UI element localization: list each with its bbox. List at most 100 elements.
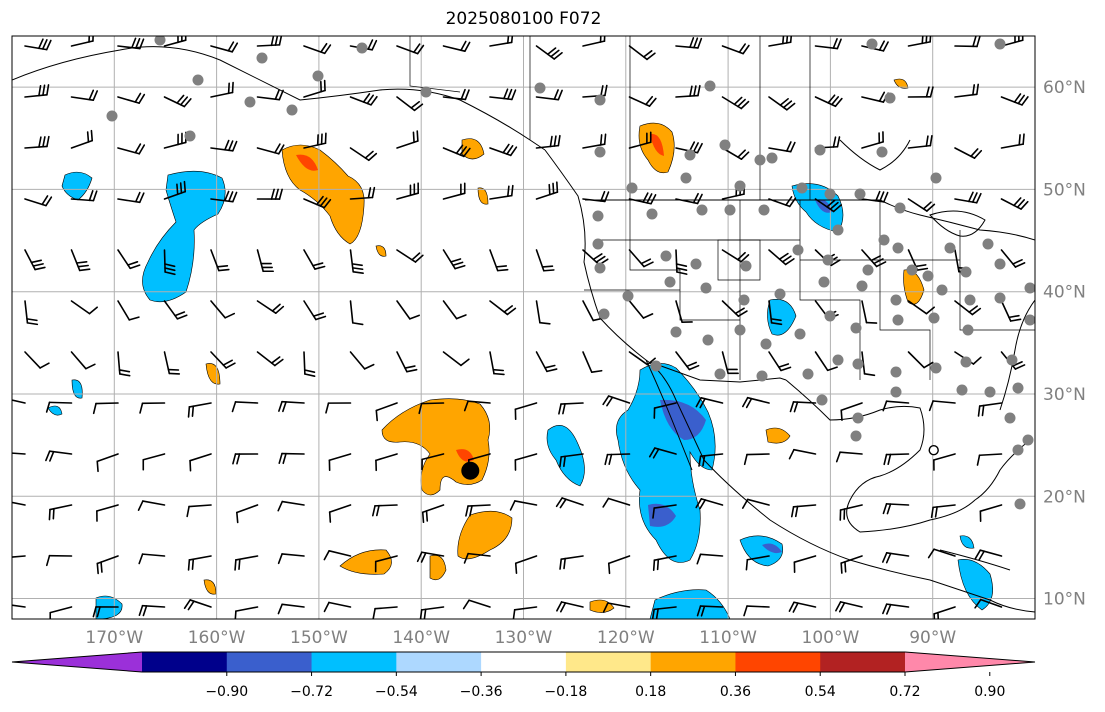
station-dot xyxy=(756,370,768,382)
wind-barb xyxy=(278,400,305,413)
shade-blue-region xyxy=(660,399,706,440)
wind-barb xyxy=(24,195,53,207)
wind-barb xyxy=(210,300,236,319)
longitude-label: 150°W xyxy=(290,628,348,648)
station-dot xyxy=(862,264,874,276)
colorbar-tick-label: 0.36 xyxy=(720,684,751,700)
wind-barb xyxy=(954,83,980,98)
station-dot xyxy=(670,326,682,338)
colorbar-segment xyxy=(396,652,482,672)
wind-barb xyxy=(675,192,703,205)
wind-barb xyxy=(372,606,398,619)
wind-barbs xyxy=(12,36,1029,619)
wind-barb xyxy=(396,43,425,55)
open-location-marker xyxy=(928,445,939,456)
station-dot xyxy=(890,294,902,306)
colorbar-tick-label: 0.18 xyxy=(635,684,666,700)
station-dot xyxy=(814,144,826,156)
station-dot xyxy=(244,96,256,108)
wind-barb xyxy=(907,351,934,369)
wind-barb xyxy=(328,504,352,523)
wind-barb xyxy=(628,300,654,319)
station-dot xyxy=(719,139,731,151)
wind-barb xyxy=(489,351,505,376)
north-america-west-coast xyxy=(544,149,1035,613)
wind-barb xyxy=(396,300,420,320)
wind-barb xyxy=(695,498,724,510)
station-dot xyxy=(1022,434,1034,446)
station-dot xyxy=(850,322,862,334)
wind-barb xyxy=(24,135,50,149)
wind-barb xyxy=(628,351,656,366)
shade-orange-region xyxy=(375,245,387,257)
colorbar-segment xyxy=(650,652,736,672)
wind-barb xyxy=(187,555,212,571)
wind-barb xyxy=(96,555,119,575)
station-dot xyxy=(994,292,1006,304)
wind-barb xyxy=(442,144,471,158)
wind-barb xyxy=(582,249,609,266)
wind-barb xyxy=(768,36,793,47)
station-dot xyxy=(982,238,994,250)
wind-barb xyxy=(721,96,750,110)
wind-barb xyxy=(835,451,863,463)
wind-barb xyxy=(582,133,607,149)
latitude-tick-labels: 10°N 20°N 30°N 40°N 50°N 60°N xyxy=(1043,78,1086,609)
wind-barb xyxy=(509,500,538,511)
wind-barb xyxy=(907,86,934,98)
station-dot xyxy=(760,338,772,350)
shade-orange-region xyxy=(281,144,365,245)
wind-barb xyxy=(45,450,73,462)
wind-barb xyxy=(489,249,509,272)
station-dot xyxy=(818,276,830,288)
station-dot xyxy=(702,334,714,346)
shade-orange-region xyxy=(461,138,485,160)
latitude-label: 60°N xyxy=(1043,78,1086,98)
wind-barb xyxy=(70,190,98,202)
wind-barb xyxy=(183,599,212,611)
colorbar-tick-label: −0.36 xyxy=(460,684,503,700)
wind-barb xyxy=(12,399,26,404)
wind-barb xyxy=(278,452,305,465)
wind-barb xyxy=(907,198,936,212)
wind-barb xyxy=(695,397,724,409)
wind-barb xyxy=(721,43,750,55)
station-dot xyxy=(740,260,752,272)
colorbar-extend-high xyxy=(905,652,1035,672)
station-dot xyxy=(994,258,1006,270)
wind-barb xyxy=(163,131,187,149)
shade-blue-region xyxy=(815,199,832,213)
wind-barb xyxy=(954,191,982,204)
alaska-coast xyxy=(12,46,546,151)
station-dot xyxy=(850,430,862,442)
wind-barb xyxy=(232,453,259,465)
colorbar-outline xyxy=(11,651,1036,673)
station-dot xyxy=(592,210,604,222)
wind-barb xyxy=(277,603,305,615)
colorbar-segment xyxy=(735,652,821,672)
shade-orange-region xyxy=(429,555,447,581)
wind-barb xyxy=(489,184,514,200)
wind-barb xyxy=(462,599,491,610)
wind-barb xyxy=(210,41,239,53)
wind-barb xyxy=(582,351,603,373)
station-dot xyxy=(106,110,118,122)
wind-barb xyxy=(814,38,842,50)
wind-barb xyxy=(559,453,584,468)
shade-orange-region xyxy=(456,449,474,462)
latitude-label: 10°N xyxy=(1043,590,1086,610)
wind-barb xyxy=(768,141,796,153)
wind-barb xyxy=(70,129,94,149)
wind-barb xyxy=(117,92,146,104)
colorbar-tick-label: −0.18 xyxy=(544,684,587,700)
shade-blue-region xyxy=(649,589,731,619)
wind-barb xyxy=(92,402,119,415)
wind-barb xyxy=(556,601,584,613)
station-dot xyxy=(734,324,746,336)
wind-barb xyxy=(1000,93,1029,106)
wind-barb xyxy=(790,504,817,518)
station-dot xyxy=(1012,382,1024,394)
wind-barb xyxy=(907,36,932,47)
wind-barb xyxy=(349,249,364,275)
